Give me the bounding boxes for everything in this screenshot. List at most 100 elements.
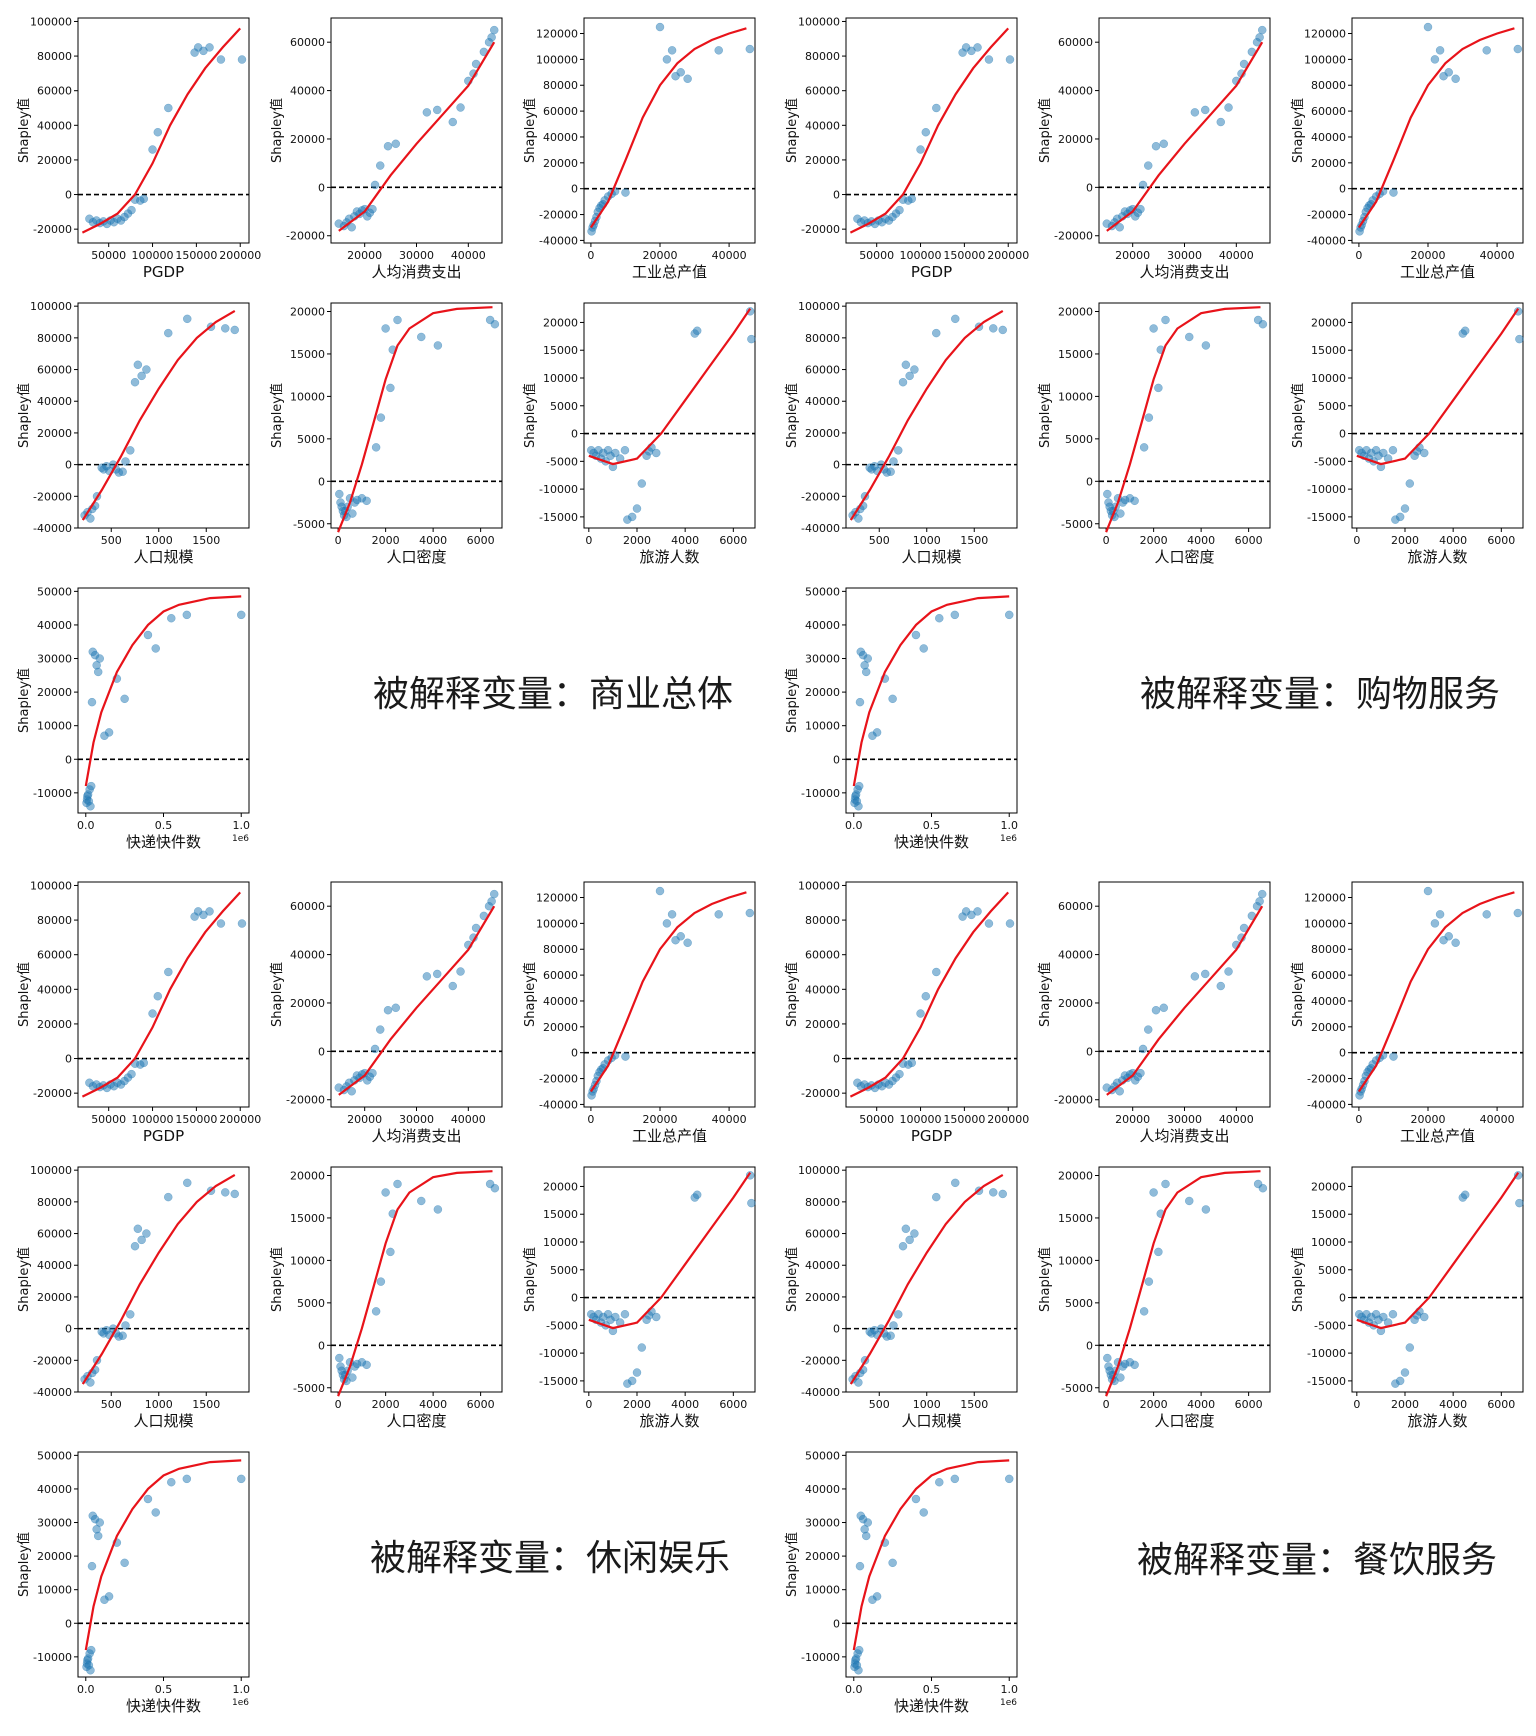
y-tick-label: 0: [1086, 475, 1093, 488]
data-point: [1149, 1188, 1158, 1197]
y-axis-label: Shapley值: [16, 962, 32, 1027]
plot-frame: [845, 1451, 1018, 1678]
data-point: [1185, 332, 1194, 342]
x-tick-label: 4000: [1187, 1398, 1215, 1411]
y-tick-label: 30000: [37, 1517, 72, 1530]
x-tick-label: 30000: [1167, 249, 1202, 262]
x-multiplier: 1e6: [1000, 834, 1017, 844]
plot-frame: [845, 881, 1018, 1108]
x-tick-label: 1.0: [1000, 1683, 1018, 1696]
y-tick-label: 20000: [37, 686, 72, 699]
x-tick-label: 40000: [712, 1113, 747, 1126]
y-tick-label: 100000: [798, 300, 840, 313]
data-point: [1116, 509, 1125, 518]
data-point: [667, 910, 677, 919]
y-tick-label: -20000: [1054, 230, 1093, 243]
y-tick-label: -5000: [293, 1382, 325, 1395]
y-tick-label: 30000: [37, 653, 72, 666]
data-point: [375, 161, 385, 170]
x-tick-label: 20000: [347, 249, 382, 262]
data-point: [432, 969, 442, 979]
y-tick-label: -20000: [286, 230, 325, 243]
data-point: [889, 457, 898, 466]
plot-frame: [330, 1166, 503, 1393]
fit-curve: [852, 595, 1010, 787]
y-tick-label: -20000: [1307, 209, 1346, 222]
y-tick-label: 40000: [37, 983, 72, 996]
x-tick-label: 1500: [192, 1398, 220, 1411]
data-point: [911, 1494, 921, 1504]
chart-g1-3: -40000 -20000 0 20000 40000 60000 80000 100000 1…: [522, 17, 756, 281]
y-tick-label: 20000: [805, 1550, 840, 1563]
x-tick-label: 0: [1103, 1398, 1110, 1411]
x-tick-label: 0: [1353, 534, 1360, 547]
data-point: [861, 667, 871, 677]
plot-frame: [330, 302, 503, 529]
y-tick-label: 20000: [543, 1021, 578, 1034]
data-point: [376, 413, 386, 422]
data-point: [127, 205, 136, 215]
data-point: [142, 1229, 151, 1238]
y-tick-label: 60000: [543, 969, 578, 982]
x-tick-label: 0.0: [77, 1683, 95, 1696]
y-tick-label: 40000: [1058, 949, 1093, 962]
y-axis-label: Shapley值: [269, 98, 285, 163]
y-tick-label: -20000: [801, 490, 840, 503]
y-tick-label: 15000: [1058, 1212, 1093, 1225]
x-tick-label: 0.5: [155, 819, 173, 832]
data-point: [932, 328, 941, 338]
data-point: [386, 1247, 395, 1257]
y-tick-label: 15000: [290, 348, 325, 361]
data-point: [95, 654, 105, 663]
data-point: [910, 365, 919, 374]
data-point: [347, 223, 356, 232]
data-point: [164, 1192, 173, 1202]
data-point: [362, 496, 371, 506]
fit-curve: [1357, 27, 1515, 229]
y-tick-label: -10000: [801, 1651, 840, 1664]
y-tick-label: 0: [1339, 183, 1346, 196]
data-point: [919, 644, 928, 653]
y-tick-label: 100000: [536, 917, 578, 930]
y-tick-label: 60000: [290, 36, 325, 49]
data-point: [632, 1368, 642, 1377]
y-tick-label: 5000: [297, 433, 325, 446]
x-axis-label: 旅游人数: [1407, 548, 1467, 566]
x-tick-label: 2000: [372, 534, 400, 547]
y-tick-label: -40000: [801, 1386, 840, 1399]
y-axis-label: Shapley值: [784, 962, 800, 1027]
y-tick-label: 0: [65, 1323, 72, 1336]
y-axis-label: Shapley值: [1290, 962, 1306, 1027]
x-tick-label: 0: [587, 249, 594, 262]
data-point: [348, 1373, 357, 1382]
x-tick-label: 50000: [91, 249, 126, 262]
y-axis-label: Shapley值: [1037, 1247, 1053, 1312]
y-tick-label: 50000: [37, 1449, 72, 1462]
data-point: [889, 1321, 898, 1330]
x-tick-label: 2000: [1140, 534, 1168, 547]
y-tick-label: -40000: [1307, 1098, 1346, 1111]
x-tick-label: 150000: [943, 249, 985, 262]
data-point: [888, 1558, 897, 1568]
x-tick-label: 6000: [1235, 534, 1263, 547]
data-point: [433, 341, 443, 350]
y-axis-label: Shapley值: [16, 668, 32, 733]
data-point: [139, 1058, 149, 1068]
data-point: [368, 1068, 377, 1078]
y-tick-label: 5000: [1065, 433, 1093, 446]
y-tick-label: -20000: [33, 1087, 72, 1100]
fit-curve: [1357, 891, 1515, 1093]
y-tick-label: 40000: [37, 1259, 72, 1272]
y-tick-label: 0: [318, 1339, 325, 1352]
data-point: [1482, 910, 1491, 919]
x-tick-label: 1500: [960, 534, 988, 547]
y-tick-label: 0: [833, 1053, 840, 1066]
data-point: [371, 1307, 381, 1316]
data-point: [133, 360, 143, 370]
data-point: [935, 613, 944, 623]
data-point: [714, 910, 723, 919]
y-tick-label: -10000: [33, 787, 72, 800]
y-tick-label: -20000: [539, 1073, 578, 1086]
y-tick-label: 40000: [37, 1483, 72, 1496]
